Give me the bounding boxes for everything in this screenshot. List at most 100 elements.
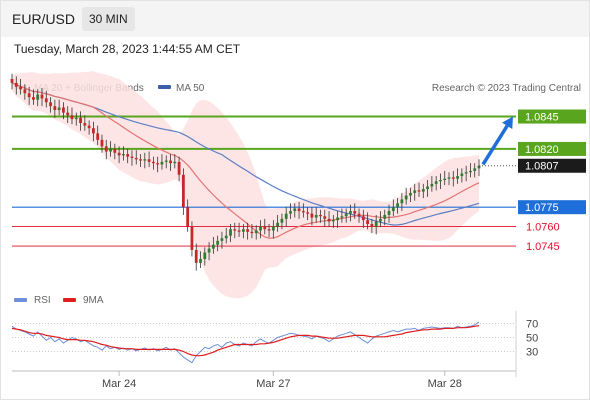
candle-body <box>336 217 340 221</box>
x-tick-label: Mar 27 <box>256 378 290 390</box>
candle-body <box>349 211 352 214</box>
candle-body <box>439 179 442 182</box>
level-tag-pivot <box>518 200 586 215</box>
projection-arrow-head <box>502 116 513 130</box>
candle-body <box>70 115 74 120</box>
candle-body <box>379 218 382 222</box>
candle-body <box>40 94 44 99</box>
candle-body <box>400 199 404 204</box>
candle-body <box>53 106 57 111</box>
candle-body <box>173 161 177 164</box>
candle-body <box>14 82 18 87</box>
candle-body <box>104 146 108 152</box>
projection-arrow <box>481 116 513 166</box>
nine-ma-legend-swatch <box>63 298 76 302</box>
candle-body <box>10 78 14 83</box>
projection-arrow-shaft <box>481 124 509 166</box>
candle-body <box>57 107 61 111</box>
candle-body <box>297 208 301 212</box>
bollinger-band <box>12 71 479 299</box>
interval-badge[interactable]: 30 MIN <box>82 7 135 31</box>
candle-body <box>417 190 421 192</box>
candle-body <box>404 195 408 200</box>
current-price-tag-bg <box>518 158 586 173</box>
x-axis-ticks: Mar 24 Mar 27 Mar 28 <box>102 371 462 390</box>
candle-body <box>83 123 87 126</box>
candle-body <box>199 258 202 263</box>
candle-body <box>147 159 151 162</box>
ma20-line <box>11 82 480 239</box>
nine-ma-line <box>11 325 480 357</box>
candle-body <box>426 186 429 190</box>
candle-body <box>186 207 190 227</box>
candle-body <box>62 107 65 113</box>
rsi-tick-label: 50 <box>526 333 538 345</box>
candle-body <box>237 230 241 232</box>
candle-body <box>391 207 395 212</box>
candle-body <box>181 174 185 208</box>
ma50-legend-label: MA 50 <box>176 83 205 94</box>
candle-body <box>319 214 322 217</box>
candle-body <box>280 218 284 223</box>
candle-body <box>383 214 387 219</box>
candle-body <box>293 208 297 212</box>
candle-body <box>361 216 365 221</box>
rsi-tick-labels: 30 50 70 <box>526 319 538 359</box>
candle-body <box>96 133 100 140</box>
candle-body <box>19 86 22 90</box>
candle-body <box>190 226 194 250</box>
candle-body <box>66 112 70 116</box>
candle-body <box>211 244 215 249</box>
price-plot: 1.0845 1.0820 1.0775 1.0760 1.0745 1.0807 <box>10 71 586 299</box>
rsi-panel: 30 50 70 <box>11 319 538 364</box>
level-labels: 1.0845 1.0820 1.0775 1.0760 1.0745 <box>518 109 586 253</box>
candle-body <box>44 98 48 103</box>
candle-body <box>314 214 318 218</box>
credit-text: Research © 2023 Trading Central <box>432 83 581 94</box>
candle-body <box>447 177 451 179</box>
candle-body <box>143 159 147 161</box>
candle-body <box>443 178 447 180</box>
candle-body <box>216 240 220 245</box>
candle-body <box>357 213 361 217</box>
candle-body <box>413 190 417 193</box>
candle-body <box>460 173 464 177</box>
candle-body <box>374 221 378 227</box>
candle-body <box>36 94 40 100</box>
candle-body <box>117 152 121 156</box>
candle-body <box>130 156 134 158</box>
level-tag-resistance <box>518 109 586 124</box>
current-price-tag: 1.0807 <box>518 158 586 173</box>
candle-body <box>229 229 232 236</box>
candle-body <box>126 154 130 157</box>
candle-body <box>477 165 481 169</box>
candle-body <box>177 161 181 175</box>
candle-body <box>310 213 314 218</box>
candle-body <box>451 177 455 179</box>
candle-body <box>469 170 472 173</box>
candle-body <box>74 117 78 120</box>
candle-body <box>151 161 155 164</box>
candle-body <box>344 213 348 217</box>
candle-body <box>27 93 31 98</box>
candle-body <box>233 229 237 231</box>
candle-body <box>169 160 172 164</box>
candle-body <box>331 220 335 222</box>
candle-body <box>194 249 198 263</box>
candle-body <box>353 211 357 214</box>
candle-body <box>430 183 434 187</box>
candle-body <box>409 192 412 196</box>
candle-body <box>263 226 267 230</box>
level-label-support: 1.0745 <box>526 241 560 253</box>
chart-header: EUR/USD 30 MIN <box>1 1 589 37</box>
candle-body <box>160 161 164 165</box>
candle-body <box>254 230 258 234</box>
candle-body <box>246 229 250 232</box>
timestamp: Tuesday, March 28, 2023 1:44:55 AM CET <box>14 42 241 56</box>
candle-body <box>464 172 468 174</box>
level-label-support: 1.0760 <box>526 222 560 234</box>
candle-body <box>207 248 211 253</box>
candle-body <box>49 102 52 107</box>
